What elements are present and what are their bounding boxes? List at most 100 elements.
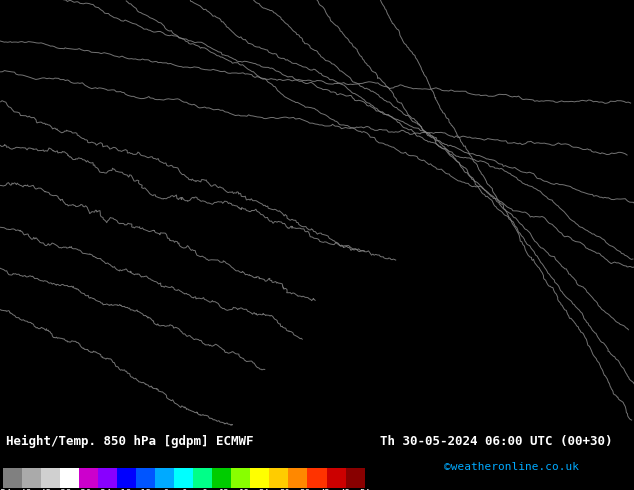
Text: 7: 7 [368,279,373,289]
Text: 7: 7 [273,372,278,381]
Text: 7: 7 [330,114,335,123]
Text: 7: 7 [311,383,316,392]
Text: 8: 8 [489,114,494,123]
Text: 4: 4 [64,269,69,278]
Text: 7: 7 [223,372,228,381]
Text: 9: 9 [482,372,488,381]
Text: 3: 3 [83,63,88,72]
Text: 8: 8 [489,207,494,216]
Text: 7: 7 [438,104,443,113]
Text: 3: 3 [26,187,31,196]
Text: 4: 4 [140,42,145,51]
Text: 0: 0 [590,155,595,165]
Text: 9: 9 [571,63,576,72]
Text: 9: 9 [451,248,456,257]
Text: 5: 5 [229,197,234,206]
Text: 4: 4 [70,310,75,319]
Text: 9: 9 [533,0,538,10]
Text: 5: 5 [223,114,228,123]
Text: 7: 7 [419,238,424,247]
Text: 6: 6 [299,300,304,309]
Text: 5: 5 [229,145,234,154]
Text: 6: 6 [299,0,304,10]
Text: 9: 9 [444,424,450,433]
Text: 5: 5 [223,176,228,185]
Text: 4: 4 [153,104,158,113]
Text: 0: 0 [552,207,557,216]
Text: 3: 3 [45,176,50,185]
Text: 0: 0 [597,42,602,51]
Text: 6: 6 [280,279,285,289]
Text: 8: 8 [432,331,437,340]
Text: 7: 7 [242,393,247,402]
Text: 6: 6 [248,300,253,309]
Text: 7: 7 [387,228,392,237]
Text: 6: 6 [286,279,291,289]
Text: 5: 5 [210,104,215,113]
Text: 6: 6 [299,166,304,175]
Text: 5: 5 [235,321,240,330]
Text: 8: 8 [470,52,475,61]
Text: 6: 6 [273,135,278,144]
Text: 8: 8 [501,21,507,30]
Text: 6: 6 [184,372,190,381]
Text: 5: 5 [127,310,133,319]
Text: 7: 7 [318,414,323,423]
Text: 5: 5 [159,238,164,247]
Text: 7: 7 [368,248,373,257]
Text: 9: 9 [470,403,475,413]
Text: 5: 5 [134,248,139,257]
Text: 6: 6 [204,269,209,278]
Text: 5: 5 [197,372,202,381]
Text: 7: 7 [470,94,475,102]
Text: 3: 3 [7,259,12,268]
Text: 9: 9 [451,393,456,402]
Text: 7: 7 [343,414,348,423]
Text: 9: 9 [495,155,500,165]
Text: 3: 3 [58,290,63,299]
Text: 5: 5 [127,414,133,423]
Text: 3: 3 [13,187,18,196]
Text: 7: 7 [337,259,342,268]
Text: 0: 0 [571,352,576,361]
Text: 7: 7 [343,269,348,278]
Text: 3: 3 [58,279,63,289]
Text: 4: 4 [32,352,37,361]
Text: 5: 5 [159,383,164,392]
Text: 9: 9 [616,176,621,185]
Text: 6: 6 [273,259,278,268]
Text: 8: 8 [425,114,430,123]
Text: 5: 5 [204,176,209,185]
Text: 0: 0 [476,414,481,423]
Text: 8: 8 [362,331,367,340]
Text: 0: 0 [628,269,633,278]
Text: 8: 8 [527,124,532,134]
Text: 3: 3 [115,42,120,51]
Text: 6: 6 [292,94,297,102]
Text: 9: 9 [463,372,469,381]
Text: 0: 0 [603,269,608,278]
Text: 5: 5 [267,310,272,319]
Text: 3: 3 [77,63,82,72]
Text: 5: 5 [235,187,240,196]
Text: 7: 7 [438,135,443,144]
Text: 8: 8 [432,83,437,92]
Text: 5: 5 [165,269,171,278]
Text: 6: 6 [210,362,215,371]
Text: 8: 8 [425,279,430,289]
Text: 6: 6 [273,104,278,113]
Text: 6: 6 [235,228,240,237]
Text: 4: 4 [115,290,120,299]
Text: 7: 7 [235,424,240,433]
Text: 4: 4 [1,403,6,413]
Text: 9: 9 [438,331,443,340]
Text: 4: 4 [70,94,75,102]
Text: 9: 9 [527,393,532,402]
Text: 5: 5 [140,393,145,402]
Text: 8: 8 [400,218,405,226]
Text: 5: 5 [292,166,297,175]
Text: 8: 8 [495,42,500,51]
Text: 9: 9 [444,352,450,361]
Text: 9: 9 [578,73,583,82]
Text: 6: 6 [299,259,304,268]
